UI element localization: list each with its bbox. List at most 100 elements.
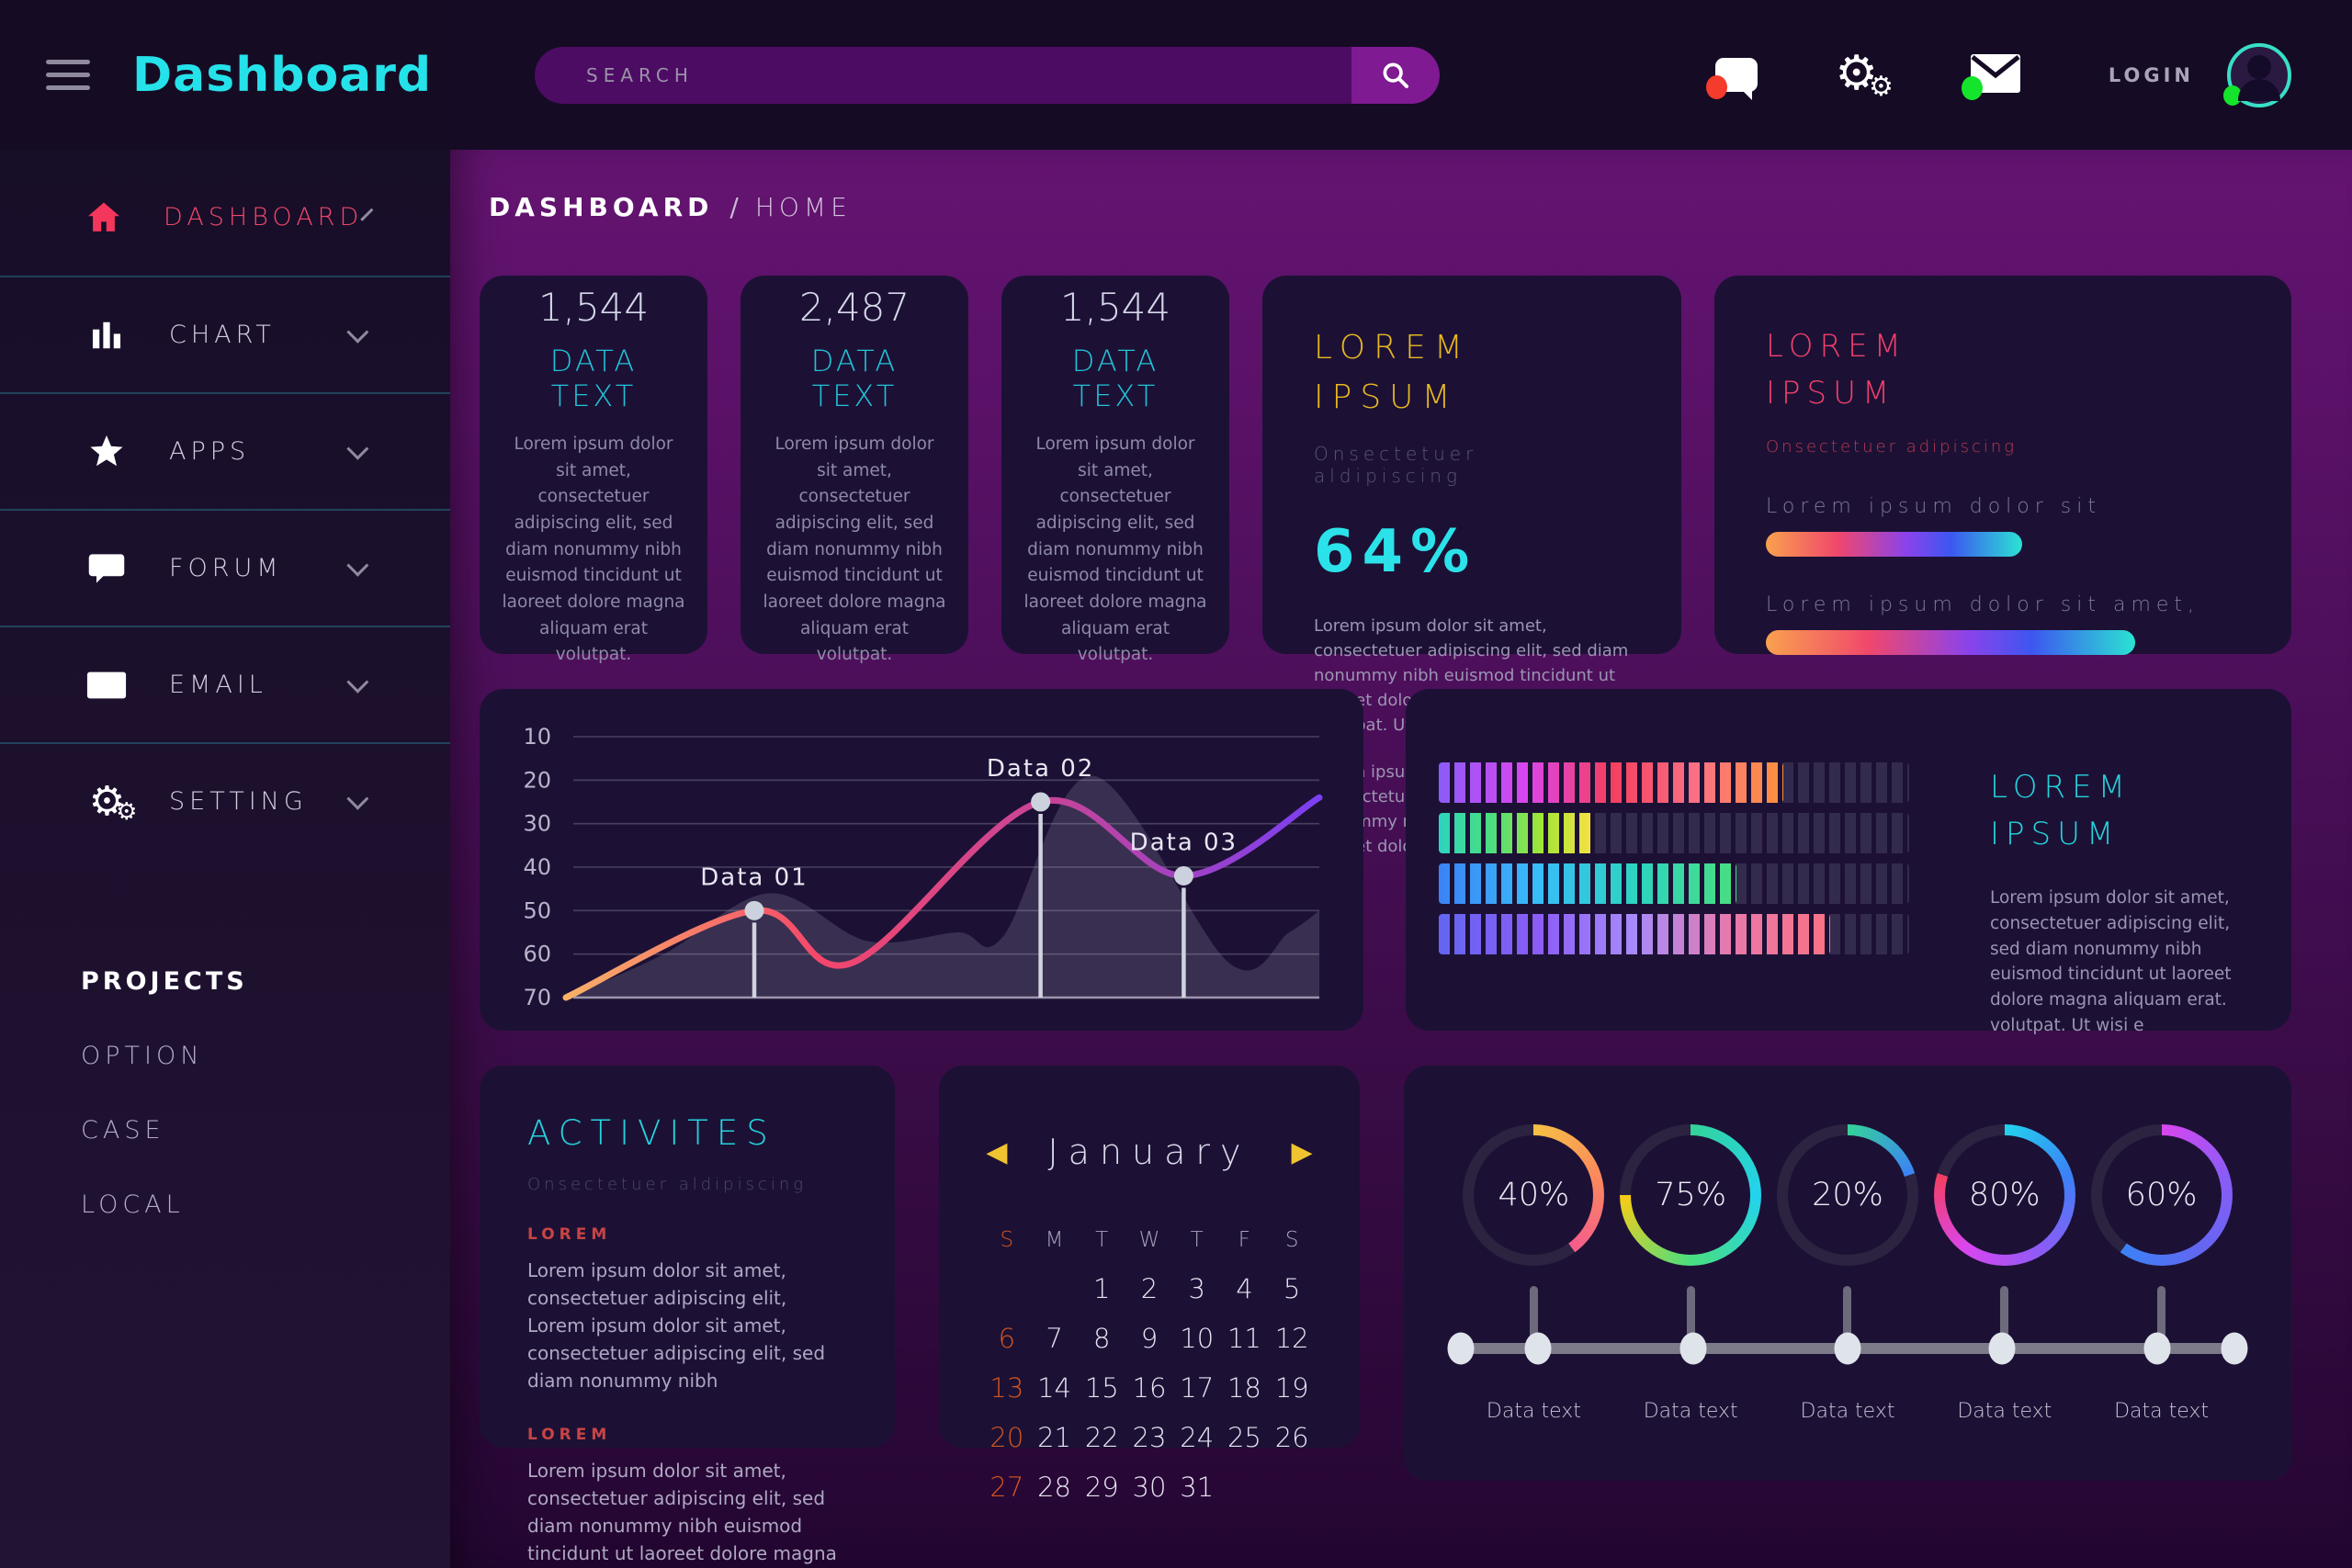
- tick-chart: [1439, 761, 1909, 1031]
- calendar-next-button[interactable]: ▶: [1291, 1135, 1313, 1168]
- login-control[interactable]: LOGIN: [2109, 42, 2291, 107]
- gauge: 75%: [1612, 1124, 1770, 1343]
- app-logo: Dashboard: [132, 47, 433, 103]
- gauge: 40%: [1455, 1124, 1612, 1343]
- calendar-prev-button[interactable]: ◀: [986, 1135, 1008, 1168]
- stat-body: Lorem ipsum dolor sit amet, consectetuer…: [763, 434, 946, 665]
- calendar-date[interactable]: 23: [1132, 1422, 1167, 1453]
- calendar-date[interactable]: 12: [1274, 1323, 1309, 1354]
- projects-heading: PROJECTS: [81, 967, 248, 996]
- hamburger-menu-icon[interactable]: [46, 60, 90, 90]
- gauge: 20%: [1770, 1124, 1927, 1343]
- calendar-date[interactable]: 5: [1283, 1273, 1301, 1304]
- notifications-chat-icon[interactable]: [1706, 58, 1758, 100]
- chevron-down-icon[interactable]: [346, 787, 369, 810]
- calendar-date[interactable]: 19: [1274, 1372, 1309, 1404]
- search-bar[interactable]: [535, 46, 1440, 104]
- calendar-date[interactable]: 17: [1180, 1372, 1215, 1404]
- timeline-dot[interactable]: [2143, 1332, 2171, 1365]
- sidebar-item-apps[interactable]: APPS: [0, 392, 450, 509]
- online-status-dot: [2223, 85, 2242, 106]
- calendar-date[interactable]: 15: [1084, 1372, 1119, 1404]
- calendar-date[interactable]: 21: [1037, 1422, 1072, 1453]
- tick-card-text: LOREM IPSUM Lorem ipsum dolor sit amet, …: [1990, 762, 2240, 1139]
- calendar-date[interactable]: 20: [989, 1422, 1024, 1453]
- calendar-day-header: S: [1000, 1228, 1014, 1252]
- calendar-date[interactable]: 6: [998, 1323, 1016, 1354]
- sidebar-item-setting[interactable]: ⚙ ⚙ SETTING: [0, 742, 450, 859]
- star-icon: [85, 432, 129, 472]
- breadcrumb-section[interactable]: DASHBOARD: [489, 192, 714, 222]
- calendar-date[interactable]: 22: [1084, 1422, 1119, 1453]
- charts-row: 10 20 30 40 50 60 70 Data 01 Data 02 Data 03 LORE…: [480, 689, 2291, 1139]
- calendar-card: ◀ January ▶ S M T W T F S 1 2 3 4 5 6 7 8 9 10 11 12 13 14 15…: [939, 1066, 1360, 1503]
- chevron-down-icon[interactable]: [346, 437, 369, 460]
- timeline-dot[interactable]: [1834, 1332, 1861, 1365]
- gauge-stem: [1529, 1286, 1538, 1343]
- projects-section: PROJECTS OPTION CASE LOCAL: [0, 967, 450, 1219]
- card-title: LOREM IPSUM: [1314, 329, 1471, 416]
- calendar-day-header: T: [1190, 1228, 1204, 1252]
- calendar-date[interactable]: 13: [989, 1372, 1024, 1404]
- progress-bar: [1766, 532, 2022, 557]
- chevron-down-icon[interactable]: [346, 671, 369, 694]
- calendar-date[interactable]: 18: [1227, 1372, 1261, 1404]
- sidebar-item-case[interactable]: CASE: [81, 1116, 165, 1145]
- calendar-date[interactable]: 3: [1188, 1273, 1205, 1304]
- sidebar-item-forum[interactable]: FORUM: [0, 509, 450, 626]
- search-button[interactable]: [1351, 46, 1440, 104]
- sidebar-item-email[interactable]: EMAIL: [0, 626, 450, 742]
- chevron-down-icon[interactable]: [346, 554, 369, 577]
- search-input[interactable]: [535, 63, 1325, 86]
- timeline-dot[interactable]: [2221, 1332, 2248, 1365]
- chevron-down-icon[interactable]: [346, 321, 369, 344]
- gauge-label: Data text: [2114, 1400, 2210, 1423]
- calendar-date[interactable]: 31: [1180, 1472, 1215, 1503]
- calendar-date[interactable]: 8: [1093, 1323, 1111, 1354]
- progress-label: Lorem ipsum dolor sit amet,: [1766, 593, 2200, 616]
- calendar-date[interactable]: 2: [1140, 1273, 1159, 1304]
- calendar-date[interactable]: 9: [1140, 1323, 1159, 1354]
- sidebar-item-label: DASHBOARD: [164, 203, 364, 231]
- calendar-date[interactable]: 16: [1132, 1372, 1167, 1404]
- sidebar-item-option[interactable]: OPTION: [81, 1042, 204, 1070]
- calendar-date[interactable]: 7: [1046, 1323, 1063, 1354]
- mail-status-dot: [1961, 75, 1983, 100]
- timeline-dot[interactable]: [1447, 1332, 1475, 1365]
- avatar[interactable]: [2223, 42, 2291, 107]
- calendar-date[interactable]: 26: [1274, 1422, 1309, 1453]
- calendar-date[interactable]: 25: [1227, 1422, 1261, 1453]
- sidebar-item-label: CHART: [169, 321, 276, 349]
- gauge: 80%: [1926, 1124, 2083, 1343]
- timeline-dot[interactable]: [1679, 1332, 1707, 1365]
- timeline-dot[interactable]: [1524, 1332, 1552, 1365]
- calendar-date[interactable]: 11: [1227, 1323, 1261, 1354]
- settings-gear-icon[interactable]: ⚙ ⚙: [1835, 45, 1894, 103]
- calendar-date[interactable]: 27: [989, 1472, 1024, 1503]
- timeline-dot[interactable]: [1988, 1332, 2016, 1365]
- card-paragraph: Lorem ipsum dolor sit amet, consectetuer…: [1990, 888, 2232, 1035]
- calendar-month: January: [1047, 1132, 1251, 1172]
- gauge-label: Data text: [1957, 1400, 2052, 1423]
- stats-row: 1,544 DATA TEXT Lorem ipsum dolor sit am…: [480, 276, 2291, 856]
- svg-text:30: 30: [523, 811, 551, 837]
- sidebar-item-chart[interactable]: CHART: [0, 276, 450, 392]
- sidebar-item-dashboard[interactable]: DASHBOARD: [0, 159, 450, 276]
- calendar-date[interactable]: 28: [1037, 1472, 1072, 1503]
- calendar-date[interactable]: 4: [1236, 1273, 1253, 1304]
- calendar-date[interactable]: 30: [1132, 1472, 1167, 1503]
- calendar-date[interactable]: 14: [1037, 1372, 1072, 1404]
- home-icon: [85, 198, 123, 237]
- gauges-row: 40% 75% 20% 80%: [1455, 1124, 2240, 1343]
- calendar-date[interactable]: 10: [1180, 1323, 1215, 1354]
- sidebar-item-local[interactable]: LOCAL: [81, 1190, 185, 1219]
- svg-text:Data 01: Data 01: [700, 863, 808, 891]
- calendar-date[interactable]: 29: [1084, 1472, 1119, 1503]
- card-title: LOREM IPSUM: [1766, 328, 1907, 412]
- calendar-date[interactable]: 1: [1093, 1273, 1111, 1304]
- calendar-day-header: M: [1045, 1228, 1064, 1252]
- svg-text:Data 03: Data 03: [1130, 829, 1238, 856]
- calendar-date[interactable]: 24: [1180, 1422, 1215, 1453]
- mail-icon[interactable]: [1961, 53, 2020, 100]
